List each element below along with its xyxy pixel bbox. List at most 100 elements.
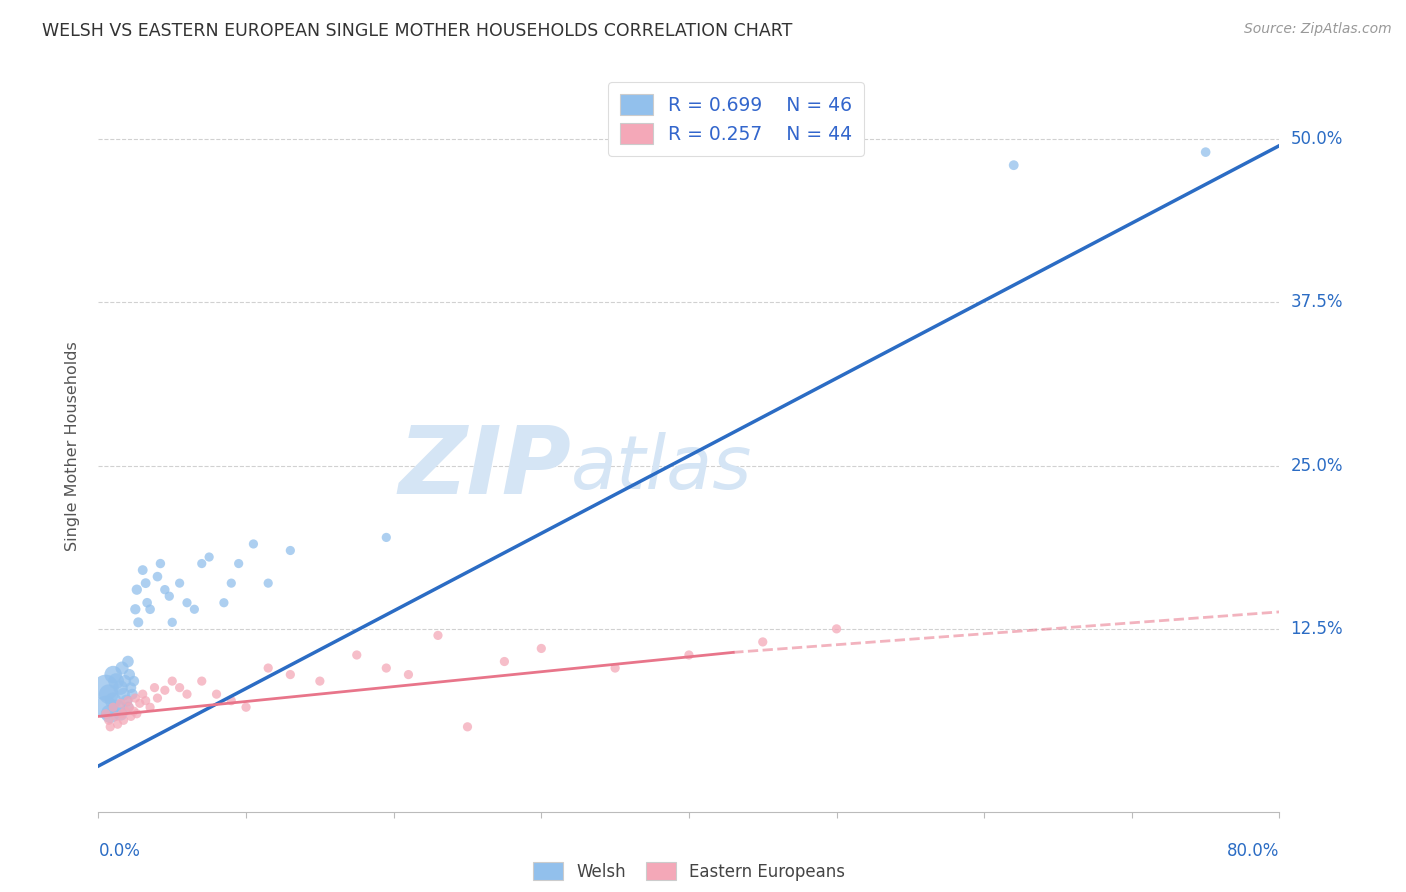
Point bbox=[198, 549, 221, 564]
Point bbox=[118, 667, 141, 681]
Point bbox=[111, 706, 134, 721]
Point bbox=[825, 622, 848, 636]
Point bbox=[205, 687, 228, 701]
Point bbox=[146, 691, 169, 706]
Point bbox=[219, 576, 242, 591]
Point bbox=[121, 687, 143, 701]
Point bbox=[176, 596, 198, 610]
Point bbox=[212, 596, 235, 610]
Point bbox=[375, 661, 398, 675]
Point bbox=[114, 674, 136, 689]
Point bbox=[278, 543, 302, 558]
Point bbox=[97, 687, 120, 701]
Text: 37.5%: 37.5% bbox=[1291, 293, 1343, 311]
Point bbox=[120, 681, 142, 695]
Point bbox=[98, 720, 121, 734]
Point bbox=[125, 706, 148, 721]
Point bbox=[107, 700, 129, 714]
Point bbox=[122, 674, 145, 689]
Point bbox=[162, 615, 183, 630]
Point bbox=[112, 687, 135, 701]
Point bbox=[309, 674, 332, 689]
Point bbox=[169, 681, 191, 695]
Point bbox=[135, 694, 157, 708]
Point bbox=[117, 655, 139, 669]
Point bbox=[118, 700, 141, 714]
Point bbox=[149, 557, 172, 571]
Text: WELSH VS EASTERN EUROPEAN SINGLE MOTHER HOUSEHOLDS CORRELATION CHART: WELSH VS EASTERN EUROPEAN SINGLE MOTHER … bbox=[42, 22, 793, 40]
Point bbox=[191, 674, 214, 689]
Point bbox=[112, 714, 135, 728]
Point bbox=[228, 557, 250, 571]
Point bbox=[235, 700, 257, 714]
Point bbox=[128, 696, 150, 710]
Text: atlas: atlas bbox=[571, 432, 752, 504]
Point bbox=[494, 655, 516, 669]
Point bbox=[136, 596, 159, 610]
Point bbox=[103, 694, 125, 708]
Point bbox=[124, 602, 146, 616]
Point bbox=[103, 667, 125, 681]
Point bbox=[143, 681, 166, 695]
Point bbox=[346, 648, 368, 662]
Point bbox=[135, 576, 157, 591]
Point bbox=[257, 661, 280, 675]
Text: ZIP: ZIP bbox=[398, 422, 571, 514]
Text: 25.0%: 25.0% bbox=[1291, 457, 1343, 475]
Point bbox=[1002, 158, 1025, 172]
Point bbox=[162, 674, 183, 689]
Point bbox=[146, 569, 169, 583]
Text: Source: ZipAtlas.com: Source: ZipAtlas.com bbox=[1244, 22, 1392, 37]
Point bbox=[105, 674, 128, 689]
Point bbox=[98, 706, 121, 721]
Point bbox=[103, 700, 125, 714]
Point bbox=[110, 681, 132, 695]
Point bbox=[530, 641, 553, 656]
Point bbox=[117, 694, 139, 708]
Point bbox=[97, 714, 120, 728]
Point bbox=[110, 696, 132, 710]
Point bbox=[678, 648, 700, 662]
Point bbox=[375, 530, 398, 544]
Point bbox=[94, 700, 117, 714]
Point bbox=[94, 681, 117, 695]
Point bbox=[242, 537, 264, 551]
Point bbox=[114, 704, 136, 718]
Point bbox=[105, 709, 128, 723]
Y-axis label: Single Mother Households: Single Mother Households bbox=[65, 341, 80, 551]
Point bbox=[396, 667, 419, 681]
Point bbox=[132, 687, 155, 701]
Point bbox=[1195, 145, 1218, 160]
Point bbox=[183, 602, 205, 616]
Point bbox=[751, 635, 773, 649]
Point bbox=[257, 576, 280, 591]
Point bbox=[153, 582, 176, 597]
Point bbox=[111, 661, 134, 675]
Point bbox=[120, 709, 142, 723]
Text: 12.5%: 12.5% bbox=[1291, 620, 1343, 638]
Legend: Welsh, Eastern Europeans: Welsh, Eastern Europeans bbox=[526, 855, 852, 888]
Point bbox=[132, 563, 155, 577]
Point bbox=[605, 661, 627, 675]
Point bbox=[427, 628, 450, 642]
Point bbox=[125, 582, 148, 597]
Point bbox=[127, 615, 149, 630]
Point bbox=[191, 557, 214, 571]
Point bbox=[139, 602, 162, 616]
Point bbox=[115, 694, 138, 708]
Point bbox=[456, 720, 478, 734]
Point bbox=[107, 717, 129, 731]
Point bbox=[139, 700, 162, 714]
Point bbox=[169, 576, 191, 591]
Point bbox=[176, 687, 198, 701]
Point bbox=[110, 706, 132, 721]
Point bbox=[124, 691, 146, 706]
Point bbox=[117, 700, 139, 714]
Point bbox=[94, 706, 117, 721]
Point bbox=[278, 667, 302, 681]
Text: 0.0%: 0.0% bbox=[98, 842, 141, 860]
Text: 50.0%: 50.0% bbox=[1291, 130, 1343, 148]
Point bbox=[157, 589, 180, 603]
Text: 80.0%: 80.0% bbox=[1227, 842, 1279, 860]
Point bbox=[219, 694, 242, 708]
